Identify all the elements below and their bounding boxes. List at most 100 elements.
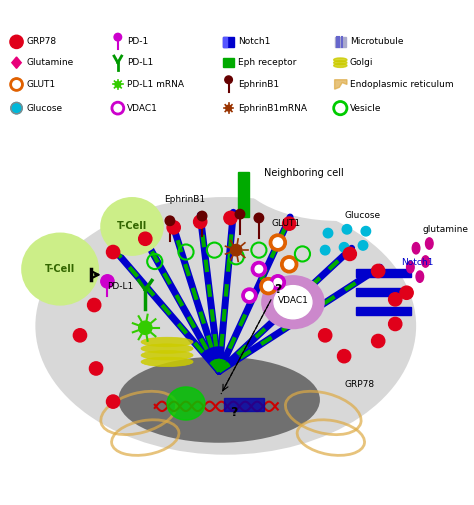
Ellipse shape <box>426 238 433 249</box>
Circle shape <box>323 228 333 238</box>
Ellipse shape <box>141 344 193 354</box>
Text: Notch1: Notch1 <box>401 258 433 267</box>
Circle shape <box>13 81 20 88</box>
Circle shape <box>283 217 296 230</box>
Circle shape <box>139 232 152 245</box>
Circle shape <box>107 395 120 408</box>
Circle shape <box>246 292 253 299</box>
Circle shape <box>139 321 152 334</box>
Circle shape <box>10 78 23 91</box>
Circle shape <box>107 245 120 259</box>
Circle shape <box>358 241 368 250</box>
Circle shape <box>281 256 298 273</box>
Ellipse shape <box>412 242 420 254</box>
Text: Glucose: Glucose <box>344 211 380 220</box>
Circle shape <box>337 349 351 363</box>
Circle shape <box>225 76 232 83</box>
Circle shape <box>389 317 402 331</box>
Circle shape <box>342 225 352 234</box>
Ellipse shape <box>334 58 347 62</box>
Text: VDAC1: VDAC1 <box>128 104 158 113</box>
Circle shape <box>226 105 231 111</box>
Ellipse shape <box>22 234 98 305</box>
Ellipse shape <box>416 271 424 282</box>
Bar <box>356 307 411 315</box>
Circle shape <box>273 238 283 247</box>
Circle shape <box>274 279 282 286</box>
Ellipse shape <box>141 350 193 360</box>
Ellipse shape <box>101 198 163 255</box>
Circle shape <box>235 210 245 219</box>
Text: EphrinB1: EphrinB1 <box>238 80 279 89</box>
Text: T-Cell: T-Cell <box>117 222 147 231</box>
Text: VDAC1: VDAC1 <box>278 296 309 305</box>
Bar <box>356 269 411 277</box>
Ellipse shape <box>141 337 193 347</box>
Circle shape <box>400 286 413 299</box>
Circle shape <box>224 211 237 225</box>
Circle shape <box>230 244 242 256</box>
Circle shape <box>197 211 207 221</box>
Circle shape <box>114 33 122 41</box>
Bar <box>223 37 234 46</box>
Circle shape <box>269 234 286 251</box>
Circle shape <box>339 242 349 252</box>
Text: PD-1: PD-1 <box>128 37 148 46</box>
Text: Notch1: Notch1 <box>238 37 271 46</box>
Ellipse shape <box>36 198 415 453</box>
Ellipse shape <box>167 387 205 420</box>
Text: Eph receptor: Eph receptor <box>238 58 296 67</box>
Circle shape <box>73 329 87 342</box>
Circle shape <box>284 260 294 269</box>
Ellipse shape <box>407 262 414 273</box>
Text: EphrinB1mRNA: EphrinB1mRNA <box>238 104 307 113</box>
Text: GRP78: GRP78 <box>344 380 374 389</box>
Text: ?: ? <box>274 283 282 296</box>
Ellipse shape <box>334 64 347 68</box>
Circle shape <box>11 103 22 114</box>
Text: PD-L1 mRNA: PD-L1 mRNA <box>128 80 184 89</box>
Text: Golgi: Golgi <box>350 58 374 67</box>
Bar <box>224 398 264 411</box>
Circle shape <box>264 281 273 291</box>
Polygon shape <box>12 57 21 68</box>
Circle shape <box>254 213 264 223</box>
Circle shape <box>167 221 180 234</box>
Bar <box>356 288 411 295</box>
Circle shape <box>88 298 101 312</box>
Text: Neighboring cell: Neighboring cell <box>264 168 344 177</box>
Circle shape <box>372 334 385 347</box>
Circle shape <box>361 226 371 236</box>
Text: Microtubule: Microtubule <box>350 37 403 46</box>
Circle shape <box>10 35 23 48</box>
Text: GLUT1: GLUT1 <box>26 80 55 89</box>
Bar <box>335 37 346 46</box>
Ellipse shape <box>262 276 324 328</box>
Bar <box>223 58 234 68</box>
Text: Vesicle: Vesicle <box>350 104 381 113</box>
Bar <box>238 172 249 217</box>
Ellipse shape <box>422 256 429 267</box>
Circle shape <box>90 362 103 375</box>
Text: Glutamine: Glutamine <box>26 58 73 67</box>
Polygon shape <box>335 80 347 89</box>
Circle shape <box>343 247 356 261</box>
Circle shape <box>251 262 266 277</box>
Circle shape <box>101 275 114 288</box>
Circle shape <box>270 275 285 290</box>
Text: GRP78: GRP78 <box>26 37 56 46</box>
Circle shape <box>389 293 402 306</box>
Circle shape <box>260 278 277 294</box>
Text: Endoplasmic reticulum: Endoplasmic reticulum <box>350 80 454 89</box>
Ellipse shape <box>120 358 319 441</box>
Text: PD-L1: PD-L1 <box>108 282 134 290</box>
Text: T-Cell: T-Cell <box>45 264 75 274</box>
Text: Glucose: Glucose <box>26 104 62 113</box>
Text: glutamine: glutamine <box>423 225 469 234</box>
Ellipse shape <box>233 106 442 220</box>
Circle shape <box>320 245 330 255</box>
Circle shape <box>242 288 257 303</box>
Text: EphrinB1: EphrinB1 <box>164 194 205 204</box>
Ellipse shape <box>334 61 347 65</box>
Circle shape <box>319 329 332 342</box>
